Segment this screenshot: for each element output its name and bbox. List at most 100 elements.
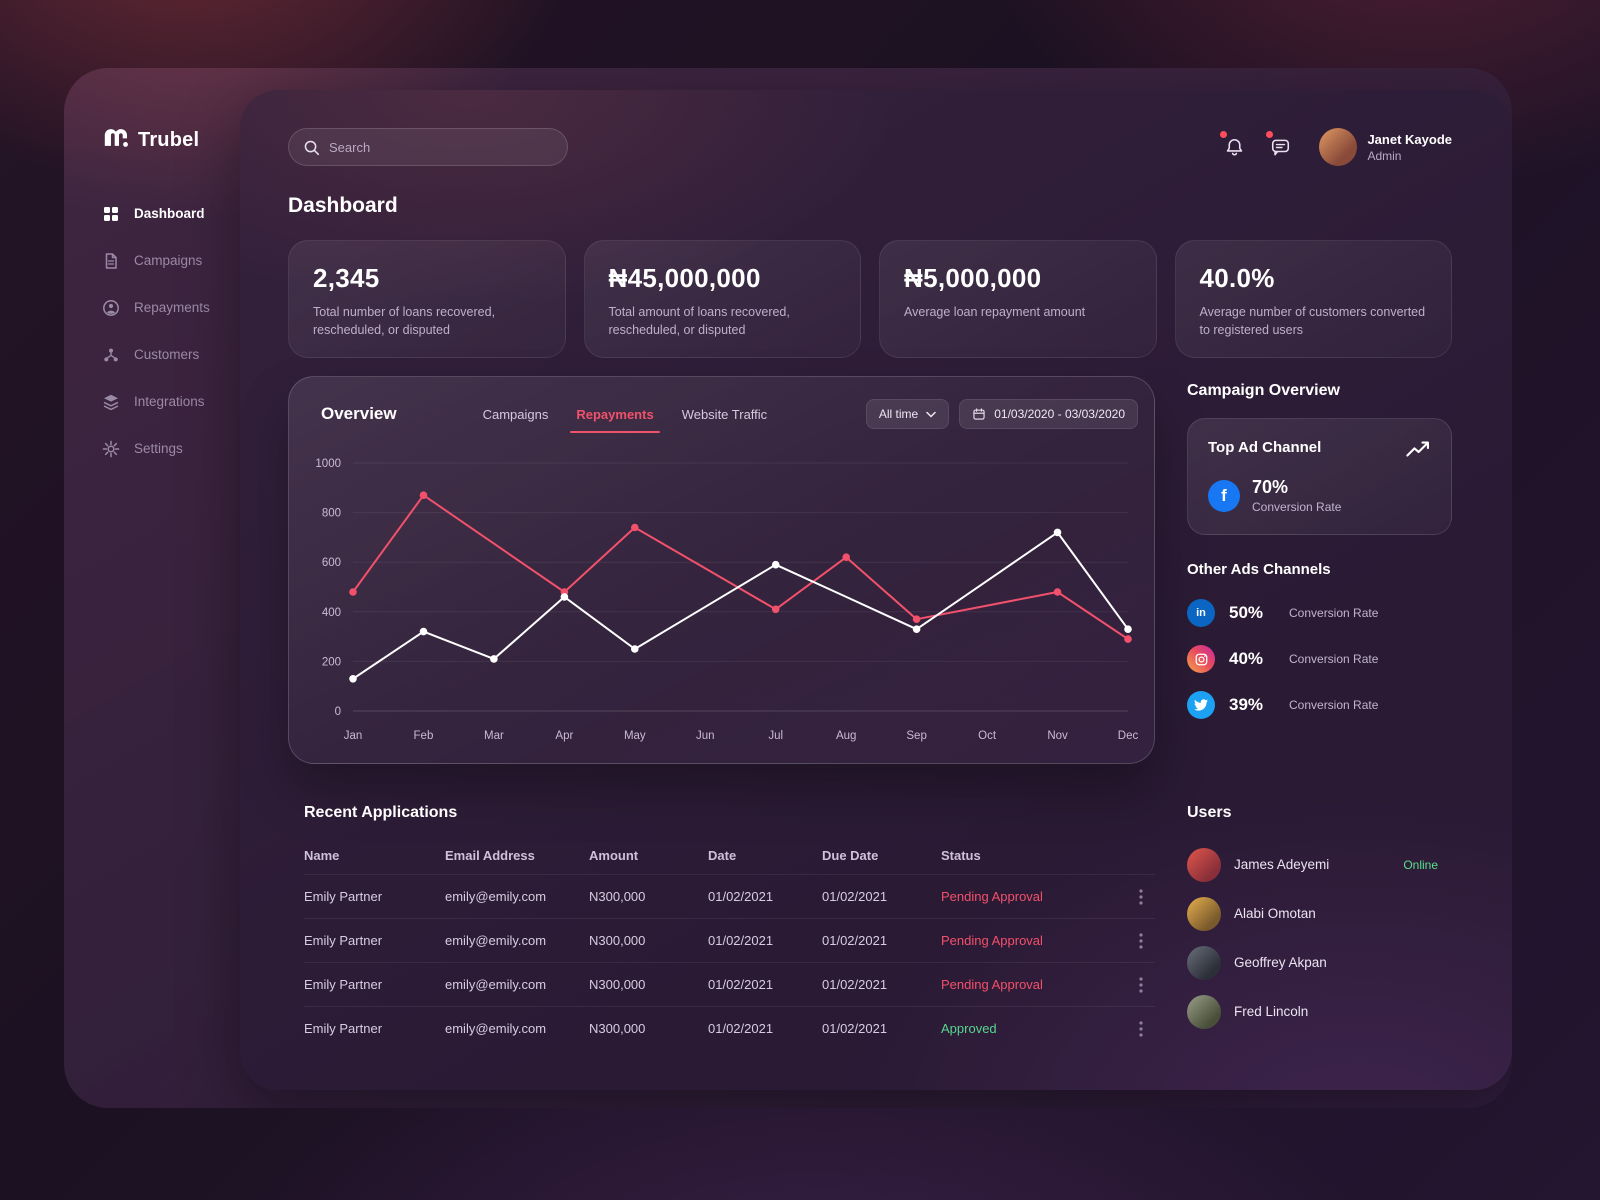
table-header-row: Name Email Address Amount Date Due Date Statu… xyxy=(304,836,1155,874)
stat-card-2: ₦5,000,000 Average loan repayment amount xyxy=(879,240,1157,358)
column-header-name: Name xyxy=(304,847,340,863)
column-header-amount: Amount xyxy=(589,847,639,863)
sidebar-item-label: Settings xyxy=(134,441,183,456)
notifications-button[interactable] xyxy=(1215,128,1253,166)
date-range-picker[interactable]: 01/03/2020 - 03/03/2020 xyxy=(959,399,1138,429)
tab-repayments[interactable]: Repayments xyxy=(570,406,661,433)
cell-email: emily@emily.com xyxy=(445,933,547,948)
channel-twitter: 39% Conversion Rate xyxy=(1187,682,1452,728)
svg-text:Apr: Apr xyxy=(555,730,573,742)
user-name: James Adeyemi xyxy=(1234,857,1330,872)
stats-row: 2,345 Total number of loans recovered, re… xyxy=(288,240,1452,358)
users-list: James Adeyemi Online Alabi Omotan Geoffrey … xyxy=(1187,840,1438,1036)
sidebar-item-settings[interactable]: Settings xyxy=(102,425,240,472)
other-ads-channels-title: Other Ads Channels xyxy=(1187,561,1331,578)
svg-text:Mar: Mar xyxy=(484,730,504,742)
recent-applications-table: Name Email Address Amount Date Due Date Statu… xyxy=(304,836,1155,1050)
svg-text:Oct: Oct xyxy=(978,730,997,742)
stat-desc: Total number of loans recovered, resched… xyxy=(313,305,496,338)
channel-value: 39% xyxy=(1229,695,1264,714)
search-bar[interactable] xyxy=(288,128,568,166)
svg-text:400: 400 xyxy=(322,607,341,619)
instagram-icon xyxy=(1187,645,1215,673)
sidebar: Trubel Dashboard Campaigns Repayments Custo… xyxy=(64,68,240,1108)
cell-date: 01/02/2021 xyxy=(708,889,774,904)
header-actions: Janet Kayode Admin xyxy=(1215,128,1452,166)
stat-desc: Average loan repayment amount xyxy=(904,305,1086,319)
sidebar-item-dashboard[interactable]: Dashboard xyxy=(102,190,240,237)
chevron-down-icon xyxy=(926,411,936,418)
linkedin-icon: in xyxy=(1187,599,1215,627)
profile-menu[interactable]: Janet Kayode Admin xyxy=(1319,128,1452,166)
row-menu-button[interactable] xyxy=(1127,1015,1155,1043)
tab-website-traffic[interactable]: Website Traffic xyxy=(681,406,768,422)
status-badge: Approved xyxy=(941,1021,997,1036)
cell-email: emily@emily.com xyxy=(445,1021,547,1036)
overview-line-chart: 0 200 400 600 800 1000 Jan Feb Mar Apr May Jun Jul Au… xyxy=(315,458,1138,742)
channel-instagram: 40% Conversion Rate xyxy=(1187,636,1452,682)
overview-card: Overview Campaigns Repayments Website Traf… xyxy=(288,376,1155,764)
user-avatar xyxy=(1187,945,1221,980)
column-header-due-date: Due Date xyxy=(822,847,879,863)
cell-date: 01/02/2021 xyxy=(708,1021,774,1036)
cell-amount: N300,000 xyxy=(589,933,646,948)
settings-gear-icon xyxy=(102,440,120,458)
campaigns-doc-icon xyxy=(102,252,120,270)
sidebar-nav: Dashboard Campaigns Repayments Customers Int… xyxy=(102,190,240,472)
sidebar-item-integrations[interactable]: Integrations xyxy=(102,378,240,425)
sidebar-item-customers[interactable]: Customers xyxy=(102,331,240,378)
channel-value: 50% xyxy=(1229,603,1264,622)
message-dot xyxy=(1266,131,1274,138)
top-ad-channel-card: Top Ad Channel f 70% Conversion Rate xyxy=(1187,418,1452,535)
integrations-layers-icon xyxy=(102,393,120,411)
user-avatar xyxy=(1187,994,1221,1029)
status-badge: Pending Approval xyxy=(941,977,1043,992)
search-input[interactable] xyxy=(329,139,553,155)
stat-card-1: ₦45,000,000 Total amount of loans recover… xyxy=(583,240,861,358)
profile-role: Admin xyxy=(1367,148,1402,163)
sidebar-item-campaigns[interactable]: Campaigns xyxy=(102,237,240,284)
user-row-alabi-omotan[interactable]: Alabi Omotan xyxy=(1187,889,1438,938)
user-row-fred-lincoln[interactable]: Fred Lincoln xyxy=(1187,987,1438,1036)
tab-campaigns[interactable]: Campaigns xyxy=(482,406,549,422)
cell-name: Emily Partner xyxy=(304,933,383,948)
calendar-icon xyxy=(973,408,985,420)
svg-text:Jul: Jul xyxy=(768,730,783,742)
status-badge: Pending Approval xyxy=(941,933,1043,948)
svg-text:Jan: Jan xyxy=(344,730,363,742)
cell-name: Emily Partner xyxy=(304,1021,383,1036)
repayments-user-icon xyxy=(102,299,120,317)
cell-amount: N300,000 xyxy=(589,977,646,992)
row-menu-button[interactable] xyxy=(1127,971,1155,999)
svg-text:800: 800 xyxy=(322,508,341,520)
cell-name: Emily Partner xyxy=(304,889,383,904)
overview-controls: All time 01/03/2020 - 03/03/2 xyxy=(865,399,1138,429)
dashboard-grid-icon xyxy=(102,205,120,223)
status-badge: Pending Approval xyxy=(941,889,1043,904)
row-menu-button[interactable] xyxy=(1127,927,1155,955)
row-menu-button[interactable] xyxy=(1127,883,1155,911)
bottom-section: Recent Applications Name Email Address Amo… xyxy=(288,804,1452,1050)
sidebar-item-repayments[interactable]: Repayments xyxy=(102,284,240,331)
cell-due-date: 01/02/2021 xyxy=(822,977,888,992)
campaign-overview-title: Campaign Overview xyxy=(1187,382,1340,399)
messages-button[interactable] xyxy=(1261,128,1299,166)
top-bar: Janet Kayode Admin xyxy=(288,128,1452,166)
users-title: Users xyxy=(1187,804,1232,821)
brand: Trubel xyxy=(102,126,240,154)
svg-text:May: May xyxy=(624,730,646,742)
user-status: Online xyxy=(1403,857,1438,872)
user-name: Geoffrey Akpan xyxy=(1234,955,1327,970)
user-row-geoffrey-akpan[interactable]: Geoffrey Akpan xyxy=(1187,938,1438,987)
time-filter-dropdown[interactable]: All time xyxy=(865,399,950,429)
overview-title: Overview xyxy=(321,404,397,423)
sidebar-item-label: Campaigns xyxy=(134,253,203,268)
bell-icon xyxy=(1226,138,1243,155)
cell-due-date: 01/02/2021 xyxy=(822,1021,888,1036)
cell-amount: N300,000 xyxy=(589,889,646,904)
user-name: Alabi Omotan xyxy=(1234,906,1316,921)
svg-text:600: 600 xyxy=(322,557,341,569)
user-row-james-adeyemi[interactable]: James Adeyemi Online xyxy=(1187,840,1438,889)
facebook-icon: f xyxy=(1208,479,1240,512)
